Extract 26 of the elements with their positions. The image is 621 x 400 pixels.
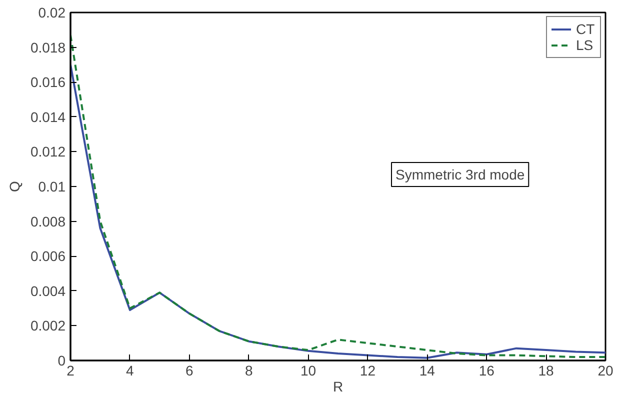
x-axis-title: R [332, 378, 344, 394]
legend-label: CT [576, 21, 596, 37]
x-tick-label: 2 [66, 362, 75, 378]
x-tick-label: 18 [538, 362, 554, 378]
x-tick-label: 8 [244, 362, 253, 378]
x-tick-label: 6 [185, 362, 194, 378]
y-tick-label: 0.004 [30, 282, 66, 299]
y-tick-label: 0.012 [30, 144, 66, 160]
x-tick-label: 16 [478, 362, 495, 378]
annotation: Symmetric 3rd mode [396, 166, 525, 182]
y-tick-label: 0.002 [30, 318, 66, 334]
y-tick-label: 0.02 [38, 4, 66, 20]
y-tick-label: 0.014 [30, 108, 66, 125]
x-tick-label: 14 [419, 362, 436, 378]
y-axis-title: Q [6, 180, 22, 192]
x-tick-label: 12 [360, 362, 376, 378]
y-tick-label: 0.016 [30, 74, 66, 90]
legend-label: LS [576, 37, 594, 53]
y-tick-label: 0.01 [38, 178, 66, 194]
x-tick-label: 20 [598, 362, 614, 378]
y-tick-label: 0 [58, 352, 66, 368]
y-tick-label: 0.006 [30, 248, 66, 264]
x-tick-label: 10 [300, 362, 316, 378]
y-tick-label: 0.018 [30, 39, 66, 56]
y-tick-label: 0.008 [30, 213, 66, 230]
x-tick-label: 4 [126, 362, 134, 378]
